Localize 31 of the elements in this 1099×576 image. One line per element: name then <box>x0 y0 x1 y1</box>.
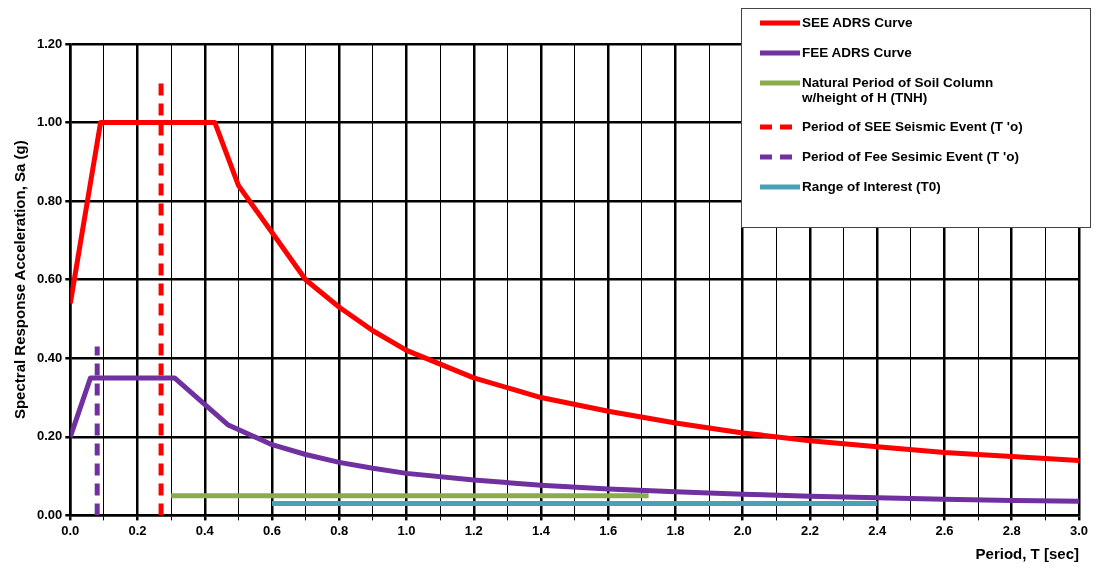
x-tick-label: 0.8 <box>330 522 349 538</box>
legend-label: Period of SEE Seismic Event (T 'o) <box>802 119 1023 134</box>
x-tick-label: 2.0 <box>733 522 752 538</box>
x-tick-label: 3.0 <box>1069 522 1088 538</box>
legend-label: SEE ADRS Curve <box>802 15 913 30</box>
y-tick-label: 0.80 <box>36 192 63 208</box>
x-tick-label: 0.2 <box>128 522 147 538</box>
x-tick-label: 1.8 <box>666 522 685 538</box>
legend-label: Natural Period of Soil Column w/height of H (TNH) <box>802 75 995 105</box>
x-tick-label: 2.2 <box>800 522 820 538</box>
x-axis-title: Period, T [sec] <box>975 545 1079 563</box>
x-tick-label: 2.4 <box>868 522 888 538</box>
x-tick-label: 0.0 <box>61 522 80 538</box>
x-tick-label: 1.4 <box>531 522 551 538</box>
x-tick-label: 1.6 <box>599 522 618 538</box>
x-tick-label: 1.0 <box>397 522 416 538</box>
x-tick-label: 0.4 <box>195 522 215 538</box>
y-tick-label: 0.40 <box>36 349 63 365</box>
legend-label: Period of Fee Sesimic Event (T 'o) <box>802 149 1020 164</box>
y-tick-label: 0.20 <box>36 428 63 444</box>
legend-label: Range of Interest (T0) <box>802 179 941 194</box>
y-tick-label: 1.00 <box>36 114 63 130</box>
legend-label: FEE ADRS Curve <box>802 45 912 60</box>
y-axis-title: Spectral Response Acceleration, Sa (g) <box>11 140 29 420</box>
y-tick-label: 0.60 <box>36 271 63 287</box>
x-tick-label: 2.8 <box>1002 522 1021 538</box>
x-tick-label: 0.6 <box>263 522 282 538</box>
x-tick-label: 2.6 <box>935 522 954 538</box>
x-tick-label: 1.2 <box>464 522 483 538</box>
y-tick-label: 0.00 <box>36 506 63 522</box>
y-tick-label: 1.20 <box>36 35 63 51</box>
